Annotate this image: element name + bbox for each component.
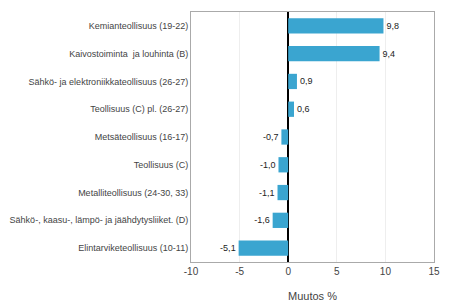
svg-text:Sähkö-, kaasu-, lämpö- ja jääh: Sähkö-, kaasu-, lämpö- ja jäähdytysliike… xyxy=(10,215,189,225)
svg-text:Kemianteollisuus (19-22): Kemianteollisuus (19-22) xyxy=(89,21,189,31)
svg-text:-1,1: -1,1 xyxy=(259,188,275,198)
svg-text:0,9: 0,9 xyxy=(300,76,313,86)
svg-text:Muutos %: Muutos % xyxy=(288,290,337,302)
svg-text:-1,6: -1,6 xyxy=(254,215,270,225)
svg-text:-5,1: -5,1 xyxy=(220,243,236,253)
svg-text:15: 15 xyxy=(428,266,440,277)
svg-text:Metsäteollisuus (16-17): Metsäteollisuus (16-17) xyxy=(95,132,189,142)
svg-text:Kaivostoiminta ja louhinta (B: Kaivostoiminta ja louhinta (B) xyxy=(69,49,188,59)
svg-text:10: 10 xyxy=(380,266,392,277)
svg-text:Teollisuus (C): Teollisuus (C) xyxy=(134,160,189,170)
svg-text:Elintarviketeollisuus (10-11): Elintarviketeollisuus (10-11) xyxy=(78,243,188,253)
svg-text:5: 5 xyxy=(334,266,340,277)
svg-text:-10: -10 xyxy=(184,266,199,277)
svg-text:0: 0 xyxy=(285,266,291,277)
svg-text:Metalliteollisuus (24-30, 33): Metalliteollisuus (24-30, 33) xyxy=(78,188,188,198)
svg-text:0,6: 0,6 xyxy=(297,104,310,114)
svg-text:9,4: 9,4 xyxy=(383,49,396,59)
svg-text:9,8: 9,8 xyxy=(386,21,399,31)
svg-text:-0,7: -0,7 xyxy=(263,132,279,142)
svg-text:Teollisuus (C) pl. (26-27): Teollisuus (C) pl. (26-27) xyxy=(90,104,188,114)
svg-text:Sähkö- ja elektroniikkateollis: Sähkö- ja elektroniikkateollisuus (26-27… xyxy=(29,77,189,87)
svg-text:-5: -5 xyxy=(235,266,244,277)
svg-text:-1,0: -1,0 xyxy=(260,160,276,170)
